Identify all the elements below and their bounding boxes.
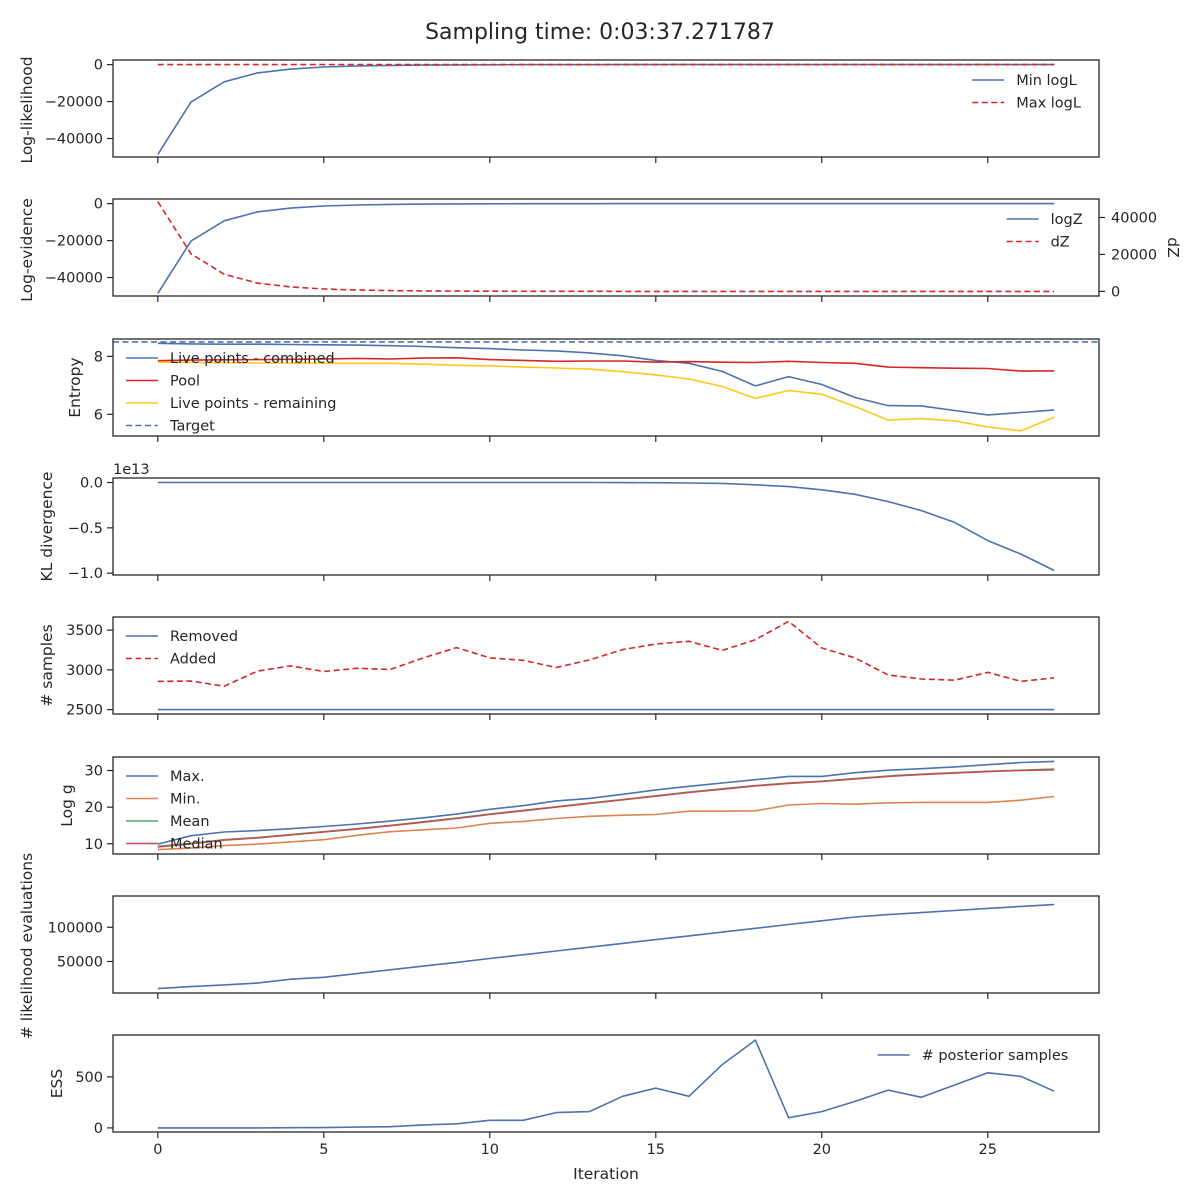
legend-label: Live points - remaining xyxy=(170,396,336,412)
series-line-min-logl xyxy=(157,63,1055,155)
axes-frame xyxy=(112,895,1100,994)
legend-label: Max. xyxy=(170,769,205,785)
y2-tick-label: 20000 xyxy=(1111,247,1157,263)
legend-label: Added xyxy=(170,652,216,668)
y-tick-label: −40000 xyxy=(45,132,103,148)
y-tick-label: 100000 xyxy=(48,920,103,936)
y-tick-label: −0.5 xyxy=(68,521,103,537)
y-tick-label: 500 xyxy=(75,1070,103,1086)
panel-1: 0 −20000 −40000 Log-likelihood Min logL Max l… xyxy=(18,56,1100,164)
y-axis-label: # samples xyxy=(38,624,56,706)
x-tick-label: 10 xyxy=(481,1142,499,1158)
series-line-min- xyxy=(157,795,1055,851)
y2-tick-label: 0 xyxy=(1111,284,1120,300)
y-axis-label: Log g xyxy=(58,784,76,826)
y-tick-label: 0.0 xyxy=(80,476,103,492)
series-line-live-points-remaining xyxy=(157,361,1055,432)
series-line-line-0 xyxy=(157,903,1055,990)
panel-8: 0 500 0 5 10 15 20 25 ESS # posterior samples xyxy=(48,1034,1100,1158)
y-tick-label: 3000 xyxy=(66,663,103,679)
series-line-pool xyxy=(157,356,1055,372)
legend-label: dZ xyxy=(1051,235,1070,251)
series-line-logz xyxy=(157,202,1055,294)
axes-frame xyxy=(112,338,1100,437)
y-tick-label: −1.0 xyxy=(68,566,103,582)
panel-5: 2500 3000 3500 # samples Removed Added xyxy=(38,616,1100,720)
axes-frame xyxy=(112,198,1100,297)
panel-6: 10 20 30 Log g Max. Min. Mean Median xyxy=(58,756,1100,860)
panel-7: 50000 100000 # likelihood evaluations xyxy=(18,853,1100,1039)
y-axis-label: # likelihood evaluations xyxy=(18,853,36,1039)
axes-frame xyxy=(112,616,1100,715)
y-tick-label: 0 xyxy=(94,1121,103,1137)
legend-label: Min. xyxy=(170,792,200,808)
y-axis-label: Log-likelihood xyxy=(18,56,36,163)
legend-label: Target xyxy=(169,419,215,435)
axes-frame xyxy=(112,1034,1100,1133)
y-axis-label: KL divergence xyxy=(38,472,56,582)
x-tick-label: 0 xyxy=(153,1142,162,1158)
x-tick-label: 20 xyxy=(813,1142,831,1158)
y2-axis-label: dZ xyxy=(1164,237,1182,257)
series-line-dz xyxy=(157,201,1055,293)
series-line-line-0 xyxy=(157,481,1055,572)
y-tick-label: −20000 xyxy=(45,234,103,250)
offset-text: 1e13 xyxy=(113,462,150,478)
figure-title: Sampling time: 0:03:37.271787 xyxy=(425,20,775,45)
y-axis-label: Log-evidence xyxy=(18,198,36,302)
series-line-live-points-combined xyxy=(157,342,1055,416)
legend-label: Removed xyxy=(170,629,238,645)
y-tick-label: 10 xyxy=(85,837,103,853)
y-tick-label: 8 xyxy=(94,349,103,365)
legend-label: Pool xyxy=(170,374,200,390)
panel-3: 6 8 Entropy Live points - combined Pool Live … xyxy=(66,338,1100,442)
series-line--posterior-samples xyxy=(157,1039,1055,1129)
y-tick-label: 50000 xyxy=(57,954,103,970)
x-tick-label: 5 xyxy=(319,1142,328,1158)
axes-frame xyxy=(112,756,1100,855)
y-tick-label: 6 xyxy=(94,407,103,423)
series-line-max- xyxy=(157,760,1055,845)
y-tick-label: 0 xyxy=(94,58,103,74)
series-line-median xyxy=(157,769,1055,848)
legend-label: Median xyxy=(170,837,223,853)
legend-label: Max logL xyxy=(1016,96,1081,112)
y-tick-label: 2500 xyxy=(66,703,103,719)
legend-label: Live points - combined xyxy=(170,351,335,367)
x-axis-label: Iteration xyxy=(573,1165,639,1183)
y-tick-label: −20000 xyxy=(45,95,103,111)
legend-label: Min logL xyxy=(1016,73,1077,89)
y-axis-label: ESS xyxy=(48,1069,66,1098)
panel-4: 0.0 −0.5 −1.0 1e13 KL divergence xyxy=(38,462,1100,582)
y-tick-label: 3500 xyxy=(66,623,103,639)
axes-frame xyxy=(112,59,1100,158)
legend-label: Mean xyxy=(170,814,210,830)
legend-label: # posterior samples xyxy=(922,1048,1069,1064)
axes-frame xyxy=(112,477,1100,576)
x-tick-label: 25 xyxy=(979,1142,997,1158)
y2-tick-label: 40000 xyxy=(1111,210,1157,226)
series-line-added xyxy=(157,620,1055,688)
y-axis-label: Entropy xyxy=(66,357,84,417)
x-tick-label: 15 xyxy=(647,1142,665,1158)
y-tick-label: 30 xyxy=(85,764,103,780)
y-tick-label: 0 xyxy=(94,197,103,213)
y-tick-label: 20 xyxy=(85,800,103,816)
legend-label: logZ xyxy=(1051,212,1083,228)
panel-2: 0 −20000 −40000 0 20000 40000 dZ Log-evidence lo… xyxy=(18,197,1182,302)
y-tick-label: −40000 xyxy=(45,271,103,287)
